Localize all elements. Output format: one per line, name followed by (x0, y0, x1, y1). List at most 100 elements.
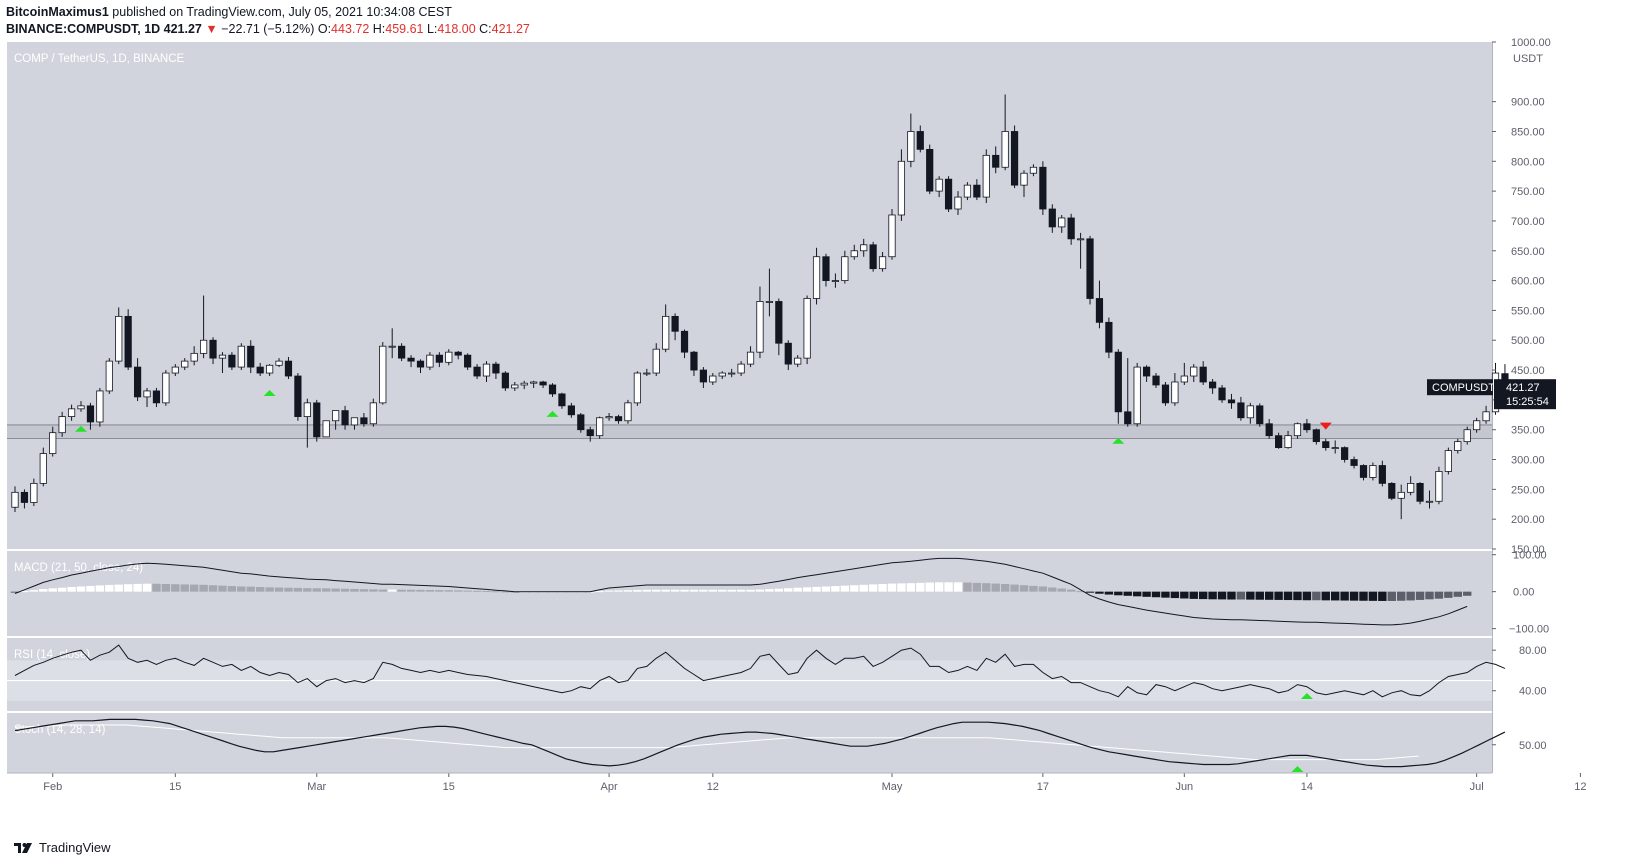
candle (360, 413, 368, 427)
candle (558, 392, 566, 409)
candle-body-up (596, 417, 604, 437)
candle-body-down (1105, 321, 1113, 353)
candle-body-down (1124, 411, 1132, 425)
candle (1407, 476, 1415, 496)
candle-body-up (39, 453, 47, 484)
macd-histogram-bar (1180, 591, 1189, 599)
macd-histogram-bar (1000, 583, 1010, 592)
macd-histogram-bar (1340, 591, 1349, 601)
macd-histogram-bar (689, 589, 699, 592)
tradingview-brand: TradingView (39, 840, 111, 855)
candle-body-down (492, 363, 500, 374)
y-unit-label: USDT (1513, 53, 1543, 65)
candle (199, 295, 208, 359)
candle (982, 149, 990, 204)
candle (869, 241, 877, 272)
y-tick-label: 300.00 (1511, 455, 1545, 467)
candle (671, 313, 679, 341)
candle (1435, 466, 1443, 505)
last-price-value: 421.27 (1506, 382, 1540, 394)
author-name[interactable]: BitcoinMaximus1 (6, 5, 109, 19)
candle (944, 176, 953, 212)
candle-body-up (728, 372, 736, 375)
candle-body-up (511, 384, 519, 389)
macd-histogram-bar (1463, 591, 1472, 596)
macd-histogram-bar (1104, 591, 1114, 595)
candle (1001, 94, 1009, 171)
symbol-tag-label: COMPUSDT (1432, 382, 1495, 394)
candle (624, 399, 632, 424)
macd-histogram-bar (1095, 591, 1104, 594)
candle-body-up (907, 131, 915, 162)
candle-body-up (171, 366, 179, 374)
macd-histogram-bar (1453, 591, 1462, 597)
candle (209, 337, 217, 365)
macd-histogram-bar (1066, 589, 1076, 592)
candle-body-up (850, 250, 858, 258)
candle (1454, 438, 1462, 454)
candle (756, 286, 764, 359)
candle-body-down (699, 369, 707, 383)
candle-body-down (473, 366, 481, 377)
tradingview-logo[interactable]: TradingView (12, 840, 111, 855)
y-tick-label: 100.00 (1513, 550, 1547, 562)
macd-histogram-bar (991, 583, 1000, 592)
candle-body-up (897, 160, 906, 216)
last-price-tag (1494, 379, 1556, 410)
macd-histogram-bar (906, 583, 916, 592)
macd-histogram-bar (614, 590, 623, 592)
macd-histogram-bar (1010, 584, 1019, 592)
candle (709, 373, 717, 385)
candle (577, 413, 585, 433)
x-tick-label: 14 (1301, 781, 1313, 793)
candle-body-down (86, 405, 95, 423)
candle-body-down (671, 315, 679, 332)
candle-body-down (548, 384, 557, 395)
candle-body-up (1463, 429, 1471, 443)
macd-histogram-bar (10, 591, 20, 593)
candle-body-up (181, 360, 189, 368)
candle (1095, 280, 1104, 329)
y-tick-label: 450.00 (1511, 365, 1545, 377)
change-down-icon: ▼ (205, 22, 218, 36)
buy-signal-icon (1112, 437, 1125, 444)
candle-body-up (1435, 471, 1443, 502)
ohlc-line: BINANCE:COMPUSDT, 1D 421.27 ▼ −22.71 (−5… (6, 22, 530, 36)
macd-histogram-bar (1048, 587, 1057, 592)
candle-body-up (1190, 366, 1198, 377)
candle-body-down (1256, 405, 1264, 425)
macd-histogram-bar (859, 584, 868, 592)
candle-body-up (1133, 366, 1141, 425)
candle (284, 356, 293, 380)
macd-histogram-bar (1312, 591, 1321, 601)
x-tick-label: May (882, 781, 903, 793)
macd-histogram-bar (237, 586, 246, 592)
candle (1067, 213, 1075, 245)
candle-body-up (96, 390, 104, 423)
candle-body-down (1350, 459, 1358, 466)
candle (105, 358, 113, 394)
symbol-info: BINANCE:COMPUSDT, 1D 421.27 (6, 22, 202, 36)
candle-body-up (1180, 375, 1188, 383)
stoch-d-line (15, 724, 1419, 761)
macd-histogram-bar (331, 588, 340, 592)
candle (530, 380, 538, 388)
candle (388, 328, 396, 359)
macd-histogram-bar (1170, 591, 1180, 599)
macd-histogram-bar (633, 589, 642, 592)
candle (1218, 384, 1226, 403)
macd-histogram-bar (303, 588, 312, 592)
macd-histogram-bar (86, 585, 95, 592)
macd-histogram-bar (1208, 591, 1217, 600)
candle (926, 144, 934, 195)
macd-histogram-bar (812, 586, 821, 592)
buy-signal-icon (75, 425, 88, 432)
candle (1322, 438, 1330, 451)
tradingview-icon (14, 842, 32, 853)
candle (77, 401, 85, 412)
candle (1425, 490, 1434, 509)
candle-body-up (1246, 405, 1254, 419)
macd-histogram-bar (878, 583, 887, 592)
macd-histogram-bar (925, 582, 934, 592)
